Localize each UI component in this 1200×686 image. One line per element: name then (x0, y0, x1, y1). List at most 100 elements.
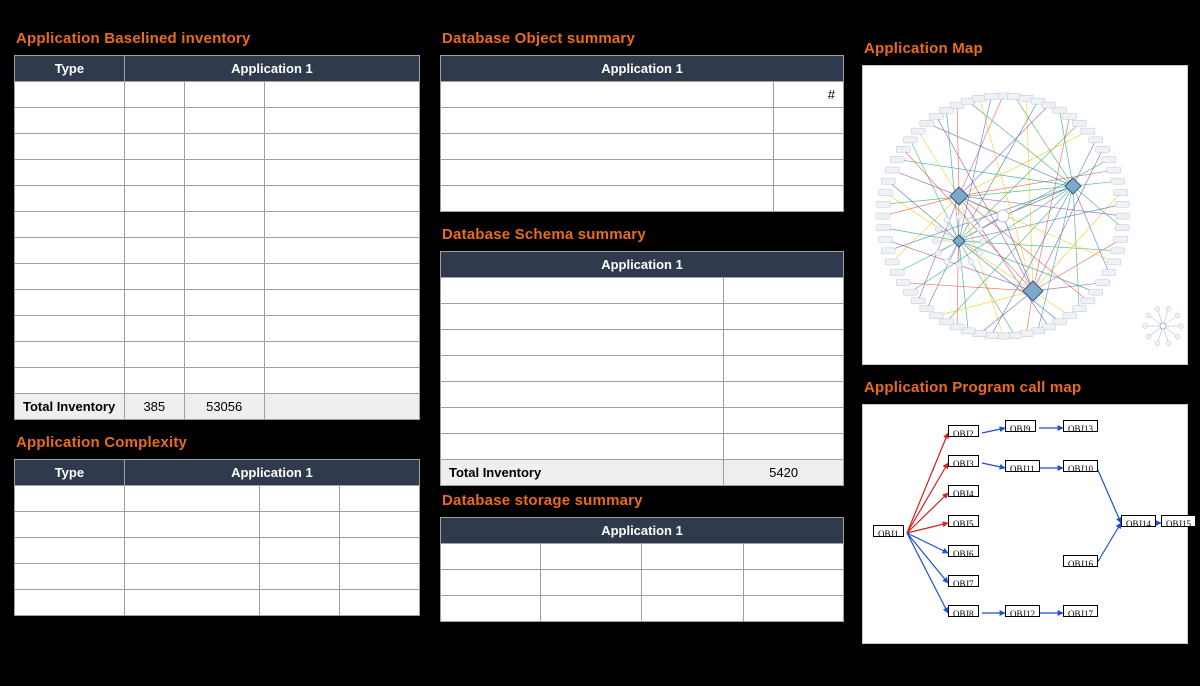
total-val: 5420 (724, 460, 844, 486)
table-cell (441, 356, 724, 382)
table-cell (15, 368, 125, 394)
table-row (15, 486, 420, 512)
table-row (15, 134, 420, 160)
col-header-app1: Application 1 (124, 56, 419, 82)
complexity-body (15, 486, 420, 616)
table-cell (260, 564, 340, 590)
baselined-total-row: Total Inventory 385 53056 (15, 394, 420, 420)
empty-cell (441, 82, 774, 108)
table-cell (724, 408, 844, 434)
table-cell (340, 538, 420, 564)
total-label: Total Inventory (15, 394, 125, 420)
callmap-node: OBJ6 (948, 545, 979, 557)
middle-column: Database Object summary Application 1 # … (440, 30, 844, 622)
table-cell (540, 544, 642, 570)
col-header-app1: Application 1 (441, 518, 844, 544)
table-cell (264, 82, 419, 108)
table-cell (124, 160, 184, 186)
dashboard-page: Application Baselined inventory Type App… (0, 0, 1200, 686)
table-cell (124, 134, 184, 160)
table-cell (15, 160, 125, 186)
table-cell (260, 538, 340, 564)
table-row (441, 134, 844, 160)
db-schema-body (441, 278, 844, 460)
callmap-node: OBJ4 (948, 485, 979, 497)
table-cell (15, 590, 125, 616)
table-row (15, 264, 420, 290)
callmap-node: OBJ1 (873, 525, 904, 537)
callmap-node: OBJ9 (1005, 420, 1036, 432)
col-header-type: Type (15, 56, 125, 82)
table-cell (184, 108, 264, 134)
total-val-2 (264, 394, 419, 420)
table-cell (15, 264, 125, 290)
table-cell (184, 186, 264, 212)
table-cell (124, 212, 184, 238)
callmap-node: OBJ17 (1063, 605, 1098, 617)
table-row (441, 544, 844, 570)
callmap-title: Application Program call map (864, 379, 1188, 396)
db-object-body (441, 108, 844, 212)
table-row (441, 408, 844, 434)
table-row (15, 82, 420, 108)
table-row (441, 330, 844, 356)
baselined-inventory-title: Application Baselined inventory (16, 30, 420, 47)
callmap-node: OBJ2 (948, 425, 979, 437)
table-row (441, 434, 844, 460)
baselined-inventory-body (15, 82, 420, 394)
right-column: Application Map Application Program call… (862, 30, 1188, 644)
table-row (441, 596, 844, 622)
baselined-inventory-table: Type Application 1 Total Inventory 385 5… (14, 55, 420, 420)
table-row (15, 108, 420, 134)
complexity-table: Type Application 1 (14, 459, 420, 616)
table-cell (264, 290, 419, 316)
table-cell (540, 570, 642, 596)
db-object-title: Database Object summary (442, 30, 844, 47)
table-cell (441, 382, 724, 408)
table-cell (184, 82, 264, 108)
table-cell (642, 544, 744, 570)
complexity-title: Application Complexity (16, 434, 420, 451)
db-storage-title: Database storage summary (442, 492, 844, 509)
table-cell (540, 596, 642, 622)
table-cell (124, 238, 184, 264)
left-column: Application Baselined inventory Type App… (14, 30, 420, 616)
table-cell (441, 304, 724, 330)
table-cell (441, 544, 541, 570)
db-schema-title: Database Schema summary (442, 226, 844, 243)
table-cell (124, 290, 184, 316)
total-val-1: 53056 (184, 394, 264, 420)
table-cell (15, 108, 125, 134)
col-header-app1: Application 1 (441, 252, 844, 278)
table-cell (642, 596, 744, 622)
table-cell (744, 570, 844, 596)
table-cell (124, 108, 184, 134)
table-cell (264, 160, 419, 186)
table-cell (15, 186, 125, 212)
table-cell (441, 570, 541, 596)
table-row (441, 356, 844, 382)
table-cell (184, 264, 264, 290)
table-cell (15, 564, 125, 590)
table-cell (264, 108, 419, 134)
table-cell (441, 596, 541, 622)
table-cell (124, 342, 184, 368)
table-cell (264, 316, 419, 342)
callmap-node: OBJ5 (948, 515, 979, 527)
table-cell (124, 512, 260, 538)
appmap-panel (862, 65, 1188, 365)
table-cell (724, 304, 844, 330)
table-row (15, 590, 420, 616)
table-cell (184, 238, 264, 264)
table-cell (124, 186, 184, 212)
callmap-node: OBJ12 (1005, 605, 1040, 617)
table-cell (124, 316, 184, 342)
table-cell (124, 538, 260, 564)
table-cell (264, 134, 419, 160)
table-cell (724, 356, 844, 382)
table-cell (724, 278, 844, 304)
table-cell (724, 434, 844, 460)
table-cell (774, 108, 844, 134)
table-cell (15, 82, 125, 108)
db-storage-body (441, 544, 844, 622)
